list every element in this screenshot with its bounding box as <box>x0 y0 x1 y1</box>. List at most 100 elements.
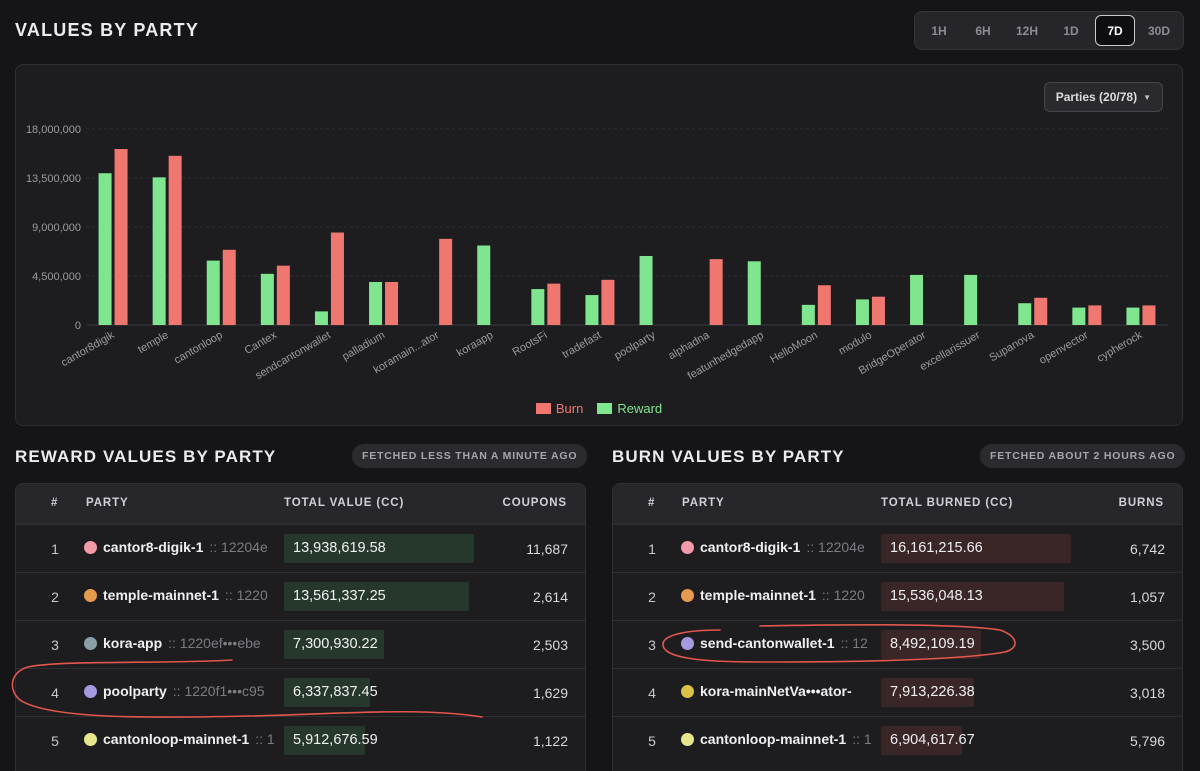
column-header-party[interactable]: PARTY <box>86 497 129 509</box>
range-6h-button[interactable]: 6H <box>975 23 991 38</box>
table-row[interactable]: 2 temple-mainnet-1:: 1220 15,536,048.13 1,0… <box>613 572 1182 620</box>
row-count: 5,796 <box>1129 733 1165 749</box>
bar-reward-13[interactable] <box>801 304 815 325</box>
bar-reward-0[interactable] <box>98 173 112 325</box>
column-header-value[interactable]: TOTAL VALUE (CC) <box>284 497 405 509</box>
bar-burn-0[interactable] <box>114 149 128 325</box>
legend-label-burn: Burn <box>555 401 584 416</box>
bar-reward-19[interactable] <box>1126 307 1140 325</box>
value-amount: 7,913,226.38 <box>890 684 975 700</box>
party-cell[interactable]: cantor8-digik-1:: 12204e <box>681 539 879 555</box>
party-cell[interactable]: send-cantonwallet-1:: 12 <box>681 635 879 651</box>
column-header-count[interactable]: COUPONS <box>502 497 567 509</box>
party-cell[interactable]: kora-mainNetVa•••ator- <box>681 683 879 699</box>
column-header-value[interactable]: TOTAL BURNED (CC) <box>881 497 1014 509</box>
value-amount: 16,161,215.66 <box>890 540 983 556</box>
bar-reward-16[interactable] <box>964 274 978 325</box>
party-cell[interactable]: temple-mainnet-1:: 1220 <box>84 587 282 603</box>
table-row[interactable]: 1 cantor8-digik-1:: 12204e 13,938,619.58 11… <box>16 524 585 572</box>
bar-burn-4[interactable] <box>330 232 344 325</box>
burn-fetched-badge: FETCHED ABOUT 2 HOURS AGO <box>980 444 1186 468</box>
table-row[interactable]: 2 temple-mainnet-1:: 1220 13,561,337.25 2,6… <box>16 572 585 620</box>
column-header-rank[interactable]: # <box>648 497 656 509</box>
parties-filter-button[interactable]: Parties (20/78) ▼ <box>1043 82 1163 112</box>
bar-burn-9[interactable] <box>601 279 615 325</box>
bar-burn-8[interactable] <box>547 283 561 325</box>
party-cell[interactable]: kora-app:: 1220ef•••ebe <box>84 635 282 651</box>
bar-burn-19[interactable] <box>1142 305 1156 325</box>
table-row[interactable]: 3 kora-app:: 1220ef•••ebe 7,300,930.22 2,50… <box>16 620 585 668</box>
party-name: send-cantonwallet-1 <box>700 635 835 651</box>
bar-burn-5[interactable] <box>385 281 399 325</box>
party-name: kora-app <box>103 635 163 651</box>
bar-burn-2[interactable] <box>222 249 236 325</box>
bar-burn-14[interactable] <box>871 296 885 325</box>
bar-reward-17[interactable] <box>1018 303 1032 325</box>
range-1h-button[interactable]: 1H <box>931 23 947 38</box>
range-1d-button[interactable]: 1D <box>1063 23 1079 38</box>
party-cell[interactable]: poolparty:: 1220f1•••c95 <box>84 683 282 699</box>
bar-burn-13[interactable] <box>817 285 831 325</box>
bar-reward-7[interactable] <box>477 245 491 325</box>
bar-reward-15[interactable] <box>910 274 924 325</box>
x-tick-label: palladium <box>340 329 387 363</box>
party-cell[interactable]: temple-mainnet-1:: 1220 <box>681 587 879 603</box>
value-bar <box>284 534 474 563</box>
table-row[interactable]: 1 cantor8-digik-1:: 12204e 16,161,215.66 6,… <box>613 524 1182 572</box>
range-12h-button[interactable]: 12H <box>1015 23 1038 38</box>
bar-burn-3[interactable] <box>276 265 290 325</box>
party-avatar-icon <box>84 540 97 554</box>
table-row[interactable]: 4 poolparty:: 1220f1•••c95 6,337,837.45 1,6… <box>16 668 585 716</box>
x-tick-label: cypherock <box>1095 329 1145 365</box>
party-name: temple-mainnet-1 <box>103 587 219 603</box>
table-row[interactable]: 3 send-cantonwallet-1:: 12 8,492,109.19 3,5… <box>613 620 1182 668</box>
party-cell[interactable]: cantonloop-mainnet-1:: 1 <box>681 731 879 747</box>
x-tick-label: HelloMoon <box>768 329 820 366</box>
value-amount: 13,938,619.58 <box>293 540 386 556</box>
bar-reward-9[interactable] <box>585 295 599 325</box>
value-bar <box>284 582 469 611</box>
bar-burn-17[interactable] <box>1034 297 1048 325</box>
table-row[interactable]: 5 cantonloop-mainnet-1:: 1 5,912,676.59 1,1… <box>16 716 585 764</box>
party-avatar-icon <box>84 732 97 746</box>
bar-reward-5[interactable] <box>369 281 383 325</box>
row-rank: 3 <box>51 637 59 653</box>
party-cell[interactable]: cantonloop-mainnet-1:: 1 <box>84 731 282 747</box>
bar-burn-18[interactable] <box>1088 305 1102 325</box>
table-row[interactable]: 4 kora-mainNetVa•••ator- 7,913,226.38 3,018 <box>613 668 1182 716</box>
column-header-rank[interactable]: # <box>51 497 59 509</box>
bar-reward-10[interactable] <box>639 255 653 325</box>
value-bar <box>881 726 962 755</box>
value-amount: 6,904,617.67 <box>890 732 975 748</box>
bar-reward-1[interactable] <box>152 177 166 325</box>
bar-reward-2[interactable] <box>206 260 220 325</box>
bar-reward-14[interactable] <box>855 299 869 325</box>
bar-reward-3[interactable] <box>260 273 274 325</box>
bar-reward-18[interactable] <box>1072 307 1086 325</box>
x-tick-label: alphadna <box>666 329 712 362</box>
bar-burn-11[interactable] <box>709 259 723 325</box>
bar-reward-4[interactable] <box>314 311 328 325</box>
value-bar <box>881 582 1064 611</box>
y-tick-label: 0 <box>75 320 81 332</box>
bar-burn-1[interactable] <box>168 155 182 325</box>
bar-burn-6[interactable] <box>439 238 453 325</box>
range-7d-button[interactable]: 7D <box>1095 15 1135 46</box>
column-header-count[interactable]: BURNS <box>1118 497 1164 509</box>
party-name: poolparty <box>103 683 167 699</box>
table-row[interactable]: 5 cantonloop-mainnet-1:: 1 6,904,617.67 5,7… <box>613 716 1182 764</box>
party-cell[interactable]: cantor8-digik-1:: 12204e <box>84 539 282 555</box>
legend-item-burn[interactable]: Burn <box>535 401 584 416</box>
party-name: cantonloop-mainnet-1 <box>700 731 847 747</box>
bar-reward-8[interactable] <box>531 289 545 325</box>
legend-item-reward[interactable]: Reward <box>597 401 662 416</box>
party-id: :: 1220 <box>224 587 268 603</box>
column-header-party[interactable]: PARTY <box>682 497 725 509</box>
party-name: cantor8-digik-1 <box>103 539 204 555</box>
range-30d-button[interactable]: 30D <box>1147 23 1170 38</box>
bar-reward-12[interactable] <box>747 261 761 325</box>
x-tick-label: modulo <box>837 329 874 357</box>
x-tick-label: excellarissuer <box>918 329 983 373</box>
x-tick-label: Cantex <box>243 329 280 357</box>
party-id: :: 1 <box>852 731 872 747</box>
